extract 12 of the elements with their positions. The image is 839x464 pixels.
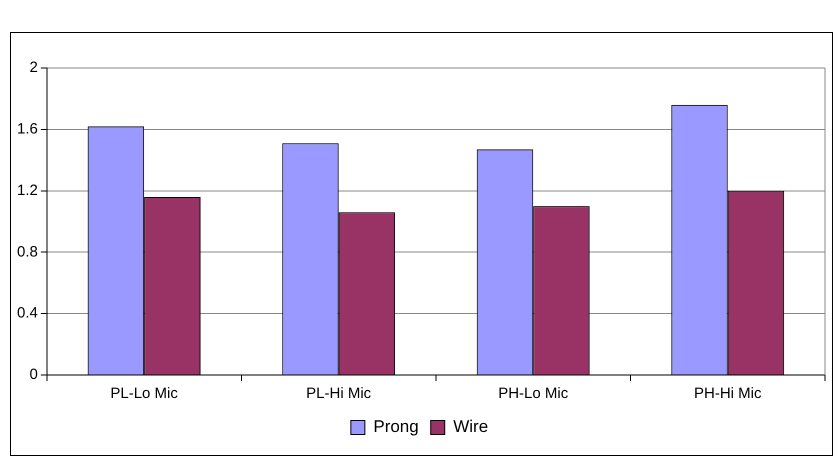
- y-tick-label: 1.2: [16, 182, 38, 199]
- y-tick-label: 0: [30, 366, 38, 384]
- y-tick-label: 0.4: [16, 304, 38, 322]
- x-tick-label: PL-Lo Mic: [110, 385, 178, 402]
- y-tick-label: 0.8: [16, 243, 38, 260]
- x-tick-label: PH-Lo Mic: [498, 385, 569, 402]
- y-tick-label: 1.6: [16, 120, 38, 138]
- legend-label: Wire: [453, 417, 488, 436]
- legend-label: Prong: [373, 417, 419, 436]
- x-tick-label: PL-Hi Mic: [306, 385, 372, 402]
- y-tick-label: 2: [30, 59, 38, 76]
- x-tick-label: PH-Hi Mic: [694, 385, 762, 402]
